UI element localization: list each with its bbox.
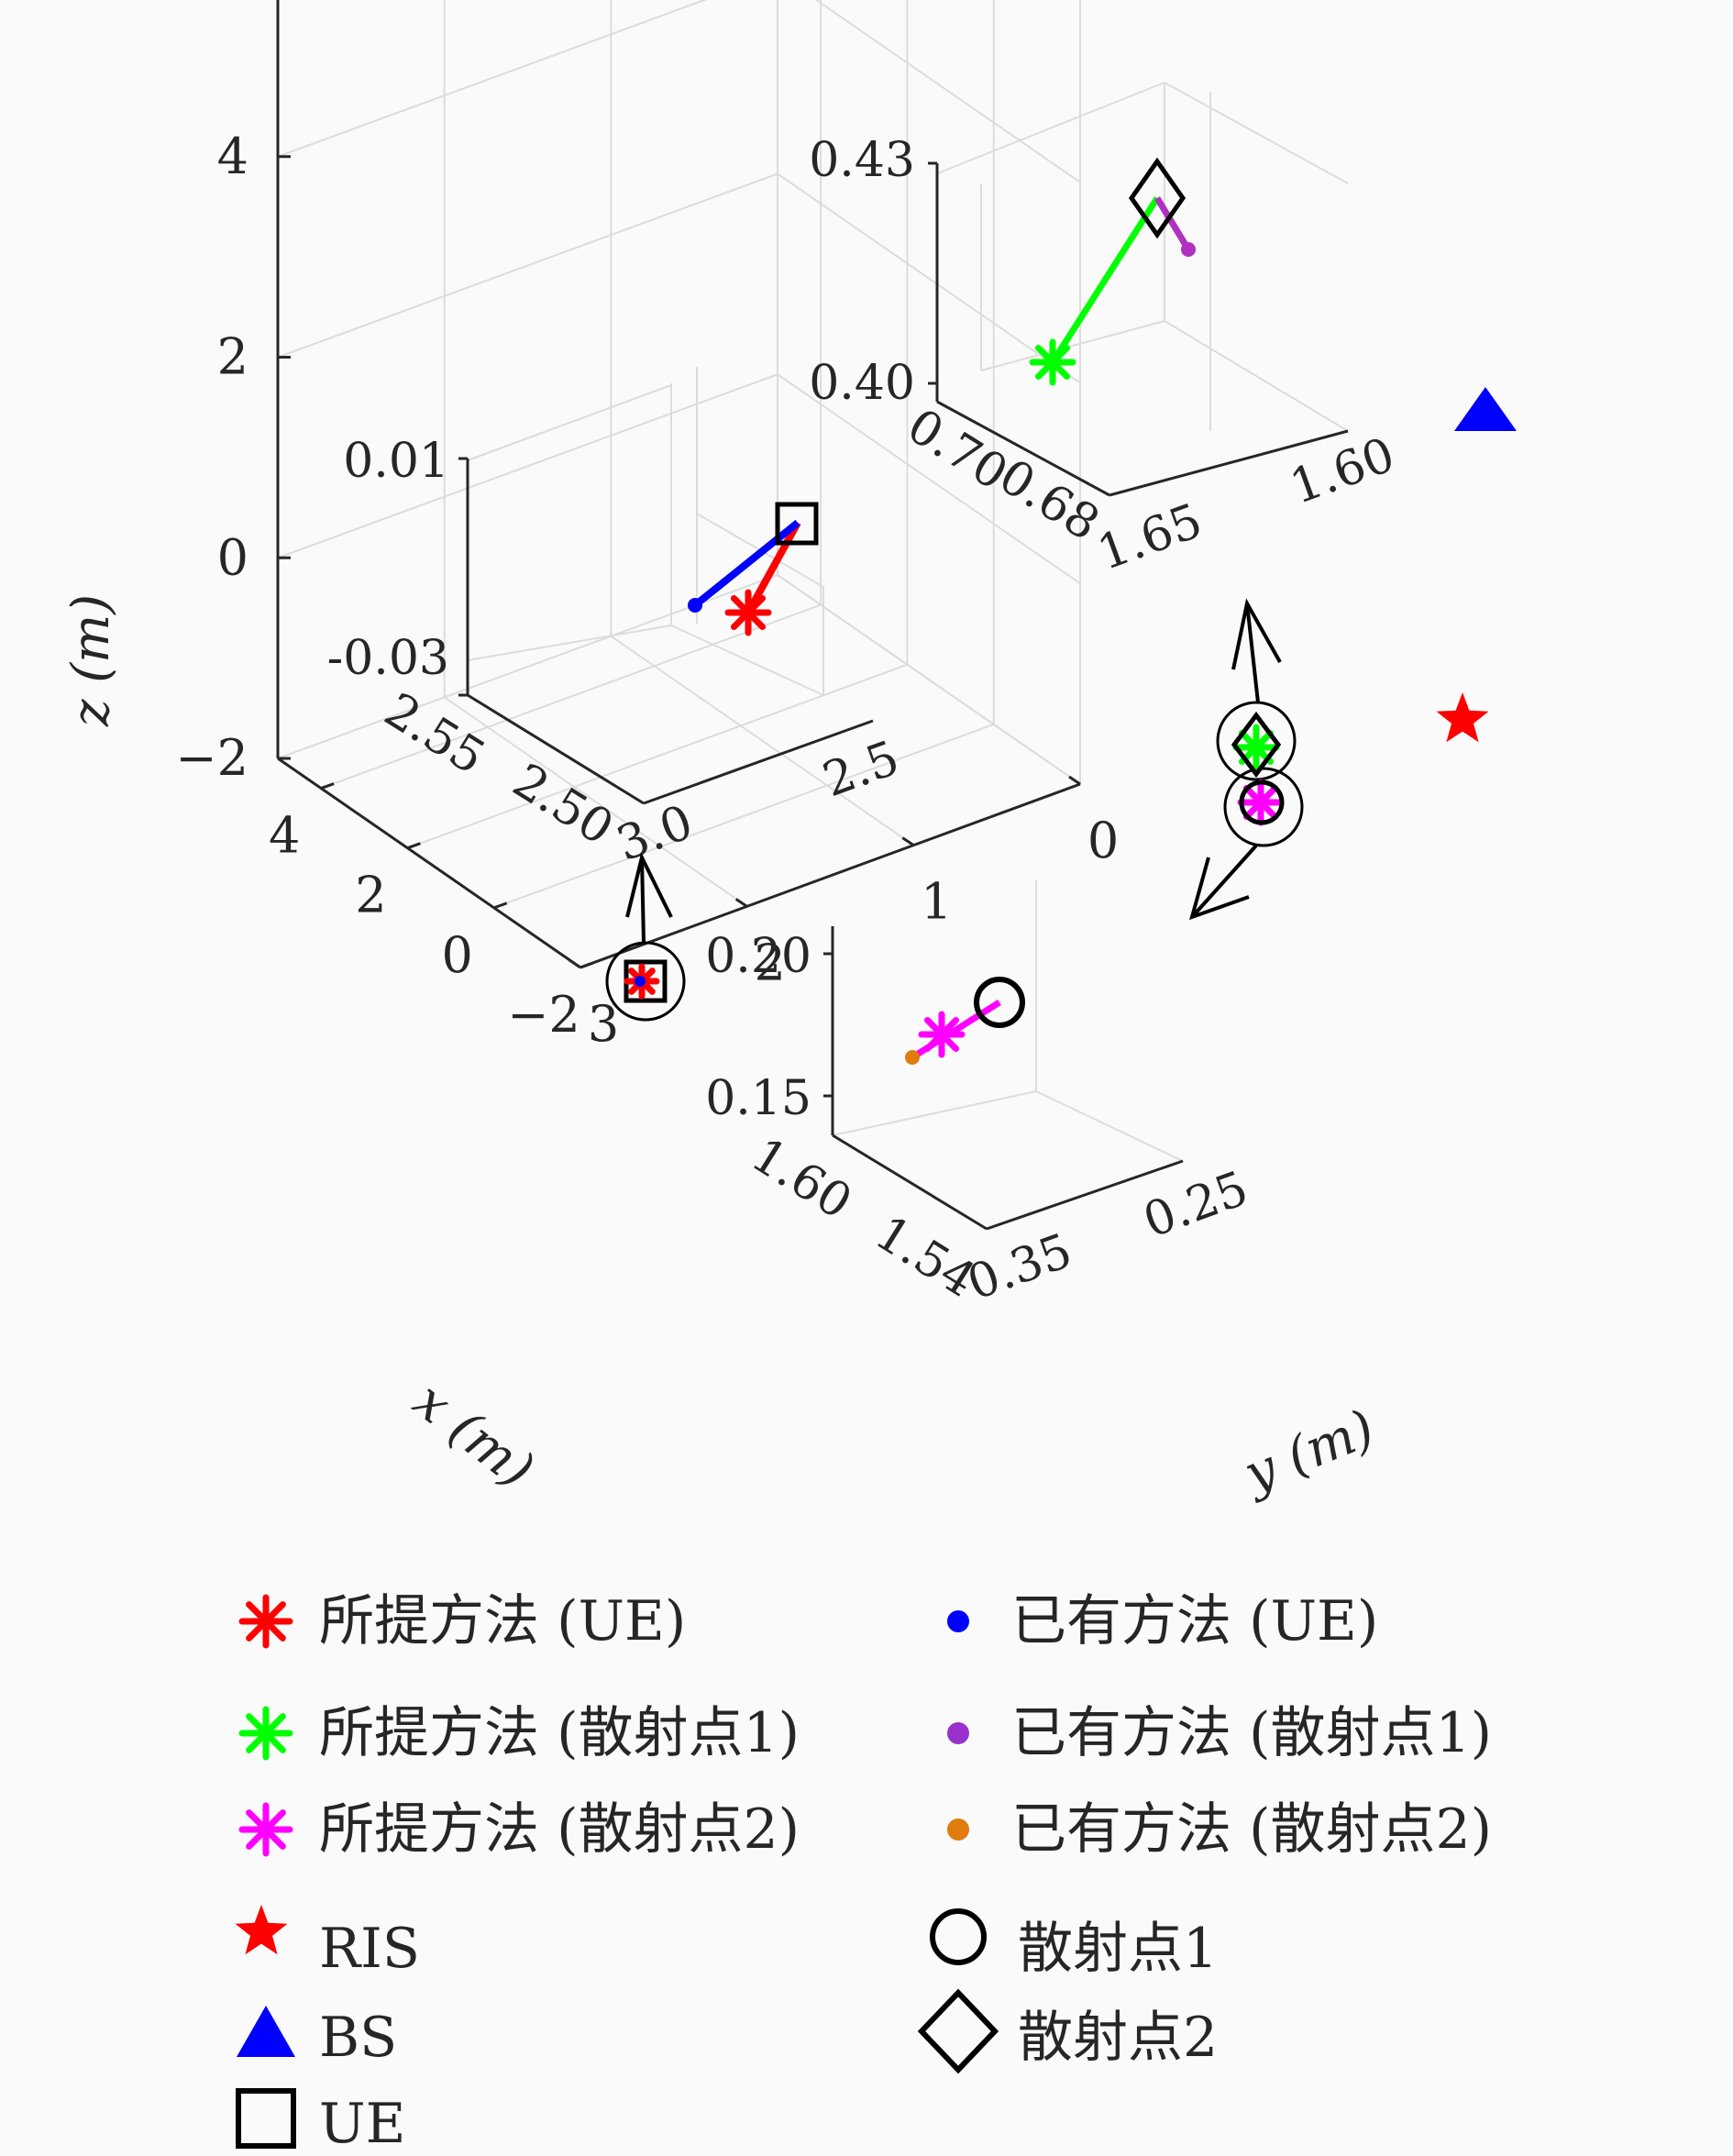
inset-s2-xaxis — [936, 400, 1110, 497]
x-axis-line — [277, 757, 581, 969]
inset-ue-yaxis — [643, 719, 874, 805]
inset-s2-proposed-marker — [1029, 338, 1076, 386]
inset-ue-xaxis — [467, 693, 645, 805]
inset-s2-yaxis — [1109, 429, 1349, 497]
inset-ue-existing-dot — [688, 598, 702, 613]
legend-item-4-symbol — [238, 1802, 293, 1857]
inset-ue-true-marker — [775, 502, 819, 546]
inset-ue-existing-track — [692, 519, 800, 609]
legend-item-0: 所提方法 (UE) — [238, 1589, 686, 1653]
z-tick-label-0: −2 — [175, 729, 248, 787]
inset-s1-yaxis — [986, 1159, 1184, 1231]
legend-item-6-symbol — [235, 1905, 288, 1955]
legend-item-5: 已有方法 (散射点2) — [947, 1797, 1492, 1862]
zoom-scatter — [1189, 598, 1304, 921]
legend-item-6-label: RIS — [319, 1917, 420, 1981]
x-tick-label-2: 2 — [355, 867, 386, 924]
legend-item-2-symbol — [238, 1706, 293, 1761]
zoom-s1-proposed — [1237, 779, 1285, 826]
inset-s1-xaxis — [832, 1133, 988, 1231]
legend-item-9-symbol — [917, 1988, 999, 2074]
inset-s2-existing-dot — [1181, 242, 1196, 257]
legend-item-8-symbol — [237, 2006, 295, 2057]
inset-s2-ytick-0: 1.65 — [1091, 493, 1209, 581]
inset-s1-ytick-0: 0.35 — [961, 1223, 1079, 1311]
inset-ue-xtick-0: 2.50 — [503, 753, 623, 856]
ylabel: y (m) — [1233, 1399, 1383, 1505]
legend-item-0-symbol — [238, 1594, 293, 1649]
legend-item-5-label: 已有方法 (散射点2) — [1011, 1797, 1492, 1862]
x-tick-label-0: −2 — [507, 986, 580, 1044]
legend-item-2: 所提方法 (散射点1) — [238, 1701, 800, 1765]
y-axis-line — [580, 782, 1081, 969]
inset-s1-ytick-1: 0.25 — [1137, 1161, 1255, 1249]
zlabel: z (m) — [61, 594, 121, 727]
legend-item-3: 已有方法 (散射点1) — [947, 1701, 1492, 1765]
inset-scatter1: 0.20 0.15 1.60 1.54 0.35 0.25 — [705, 880, 1255, 1311]
inset-ue-ytick-0: 2.5 — [816, 731, 906, 809]
ris-marker — [1436, 692, 1489, 743]
z-tick-label-2: 2 — [217, 328, 248, 386]
legend-item-10: UE — [236, 2088, 405, 2156]
inset-scatter2: 0.43 0.40 0.70 0.68 1.65 1.60 — [809, 82, 1402, 581]
bs-marker — [1454, 387, 1517, 431]
legend-item-1-label: 已有方法 (UE) — [1011, 1589, 1378, 1653]
legend-item-3-symbol — [947, 1722, 969, 1744]
legend-item-7-label: 散射点1 — [1018, 1917, 1218, 1981]
legend-item-5-symbol — [947, 1819, 969, 1841]
legend-item-2-label: 所提方法 (散射点1) — [319, 1701, 800, 1765]
legend-item-9: 散射点2 — [917, 1988, 1218, 2074]
inset-s1-existing-dot — [905, 1050, 920, 1065]
x-tick-label-3: 4 — [269, 807, 300, 865]
inset-s2-ztick-0: 0.40 — [809, 356, 915, 411]
inset-ue-grid — [467, 367, 824, 696]
inset-s1-proposed-marker — [918, 1011, 966, 1058]
inset-s2-ztick-1: 0.43 — [809, 133, 915, 188]
legend-item-9-label: 散射点2 — [1018, 2006, 1218, 2070]
legend-item-6: RIS — [235, 1905, 420, 1981]
legend-item-4: 所提方法 (散射点2) — [238, 1797, 800, 1862]
inset-s2-existing-track — [1154, 196, 1191, 251]
z-tick-label-3: 4 — [217, 127, 248, 185]
legend-item-7: 散射点1 — [930, 1908, 1218, 1981]
legend-item-10-symbol — [236, 2088, 296, 2149]
inset-s2-ytick-1: 1.60 — [1284, 427, 1402, 515]
legend-item-0-label: 所提方法 (UE) — [319, 1589, 686, 1653]
legend-item-3-label: 已有方法 (散射点1) — [1011, 1701, 1492, 1765]
legend-item-1-symbol — [947, 1610, 969, 1632]
y-tick-label-0: 0 — [1087, 812, 1119, 869]
y-tick-label-2: 2 — [754, 934, 785, 991]
inset-ue-proposed-marker — [724, 589, 772, 636]
inset-s1-ztick-1: 0.20 — [705, 929, 811, 984]
y-tick-label-1: 1 — [921, 873, 952, 931]
xlabel: x (m) — [403, 1371, 545, 1500]
inset-ue-ztick-0: -0.03 — [327, 631, 449, 686]
legend-item-4-label: 所提方法 (散射点2) — [319, 1797, 800, 1862]
x-tick-label-1: 0 — [442, 926, 473, 984]
zoom-s2-proposed — [1232, 724, 1280, 771]
inset-s2-true-marker — [1128, 157, 1187, 239]
legend-item-8: BS — [237, 2006, 397, 2070]
inset-scatter2-grid — [934, 82, 1349, 432]
inset-ue-proposed-track — [745, 521, 801, 614]
legend: 所提方法 (UE) 已有方法 (UE) 所提方法 (散射点1) 已有方法 (散射点1)… — [235, 1589, 1492, 2156]
zoom-ue — [605, 852, 686, 1022]
legend-item-10-label: UE — [319, 2092, 405, 2151]
z-tick-label-1: 0 — [217, 528, 248, 586]
legend-item-7-symbol — [930, 1908, 987, 1965]
inset-ue-xtick-1: 2.55 — [375, 682, 494, 785]
legend-item-8-label: BS — [319, 2006, 397, 2070]
inset-ue-ztick-1: 0.01 — [343, 434, 449, 489]
inset-s1-true-marker — [974, 977, 1025, 1028]
inset-ue: 0.01 -0.03 2.55 2.50 3.0 2.5 — [327, 367, 906, 872]
legend-item-1: 已有方法 (UE) — [947, 1589, 1378, 1653]
inset-s1-ztick-0: 0.15 — [705, 1071, 811, 1126]
inset-s2-proposed-track — [1050, 196, 1160, 364]
inset-scatter1-grid — [832, 880, 1184, 1230]
